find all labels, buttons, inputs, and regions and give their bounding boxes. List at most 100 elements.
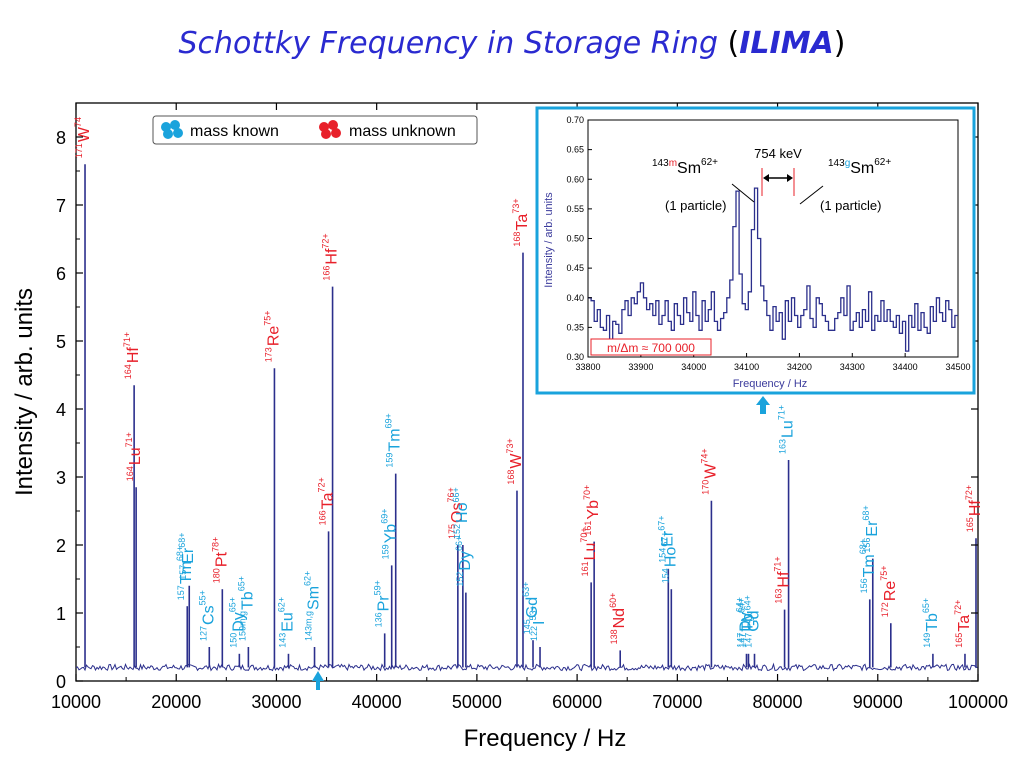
y-tick-label: 2 [56,536,66,556]
peak-label: 180Pt78+ [210,537,230,583]
peak-charge: 74 [73,117,83,127]
peak-element: Ta [320,492,337,509]
peak-charge: 72+ [321,233,331,248]
peak-charge: 65+ [236,576,246,591]
peak-charge: 72+ [317,477,327,492]
inset-spectrum [588,187,958,352]
main-peaks [84,164,977,668]
peak-mass-number: 165 [954,633,964,648]
peak-charge: 70+ [579,527,589,542]
peak-element: Ta [956,615,973,632]
peak-element: Lu [582,543,599,561]
peak-element: Re [265,326,282,347]
peak-element: Yb [585,500,602,520]
peak-charge: 60+ [608,593,618,608]
peak-element: Yb [383,524,400,544]
peak-mass-number: 172 [880,602,890,617]
x-axis-ticks: 10000 20000 30000 40000 50000 60000 70000 80000… [51,103,1008,712]
inset-x-tick-label: 34200 [787,362,812,372]
x-tick-label: 70000 [652,692,702,712]
peak-charge: 70+ [582,485,592,500]
peak-label: 164Lu71+ [124,432,144,481]
peak-charge: 63+ [521,582,531,597]
peak-mass-number: 147 [735,633,745,648]
inset-y-tick-label: 0.55 [566,204,584,214]
peak-element: Dy [737,612,754,632]
peak-mass-number: 165 [965,517,975,532]
peak-charge: 64+ [743,595,753,610]
peak-label: 172Re75+ [879,565,899,617]
peak-label: 161Lu70+ [579,527,599,576]
inset-x-tick-label: 34400 [893,362,918,372]
peak-charge: 68+ [177,532,187,547]
peak-label: 165Ta72+ [953,600,973,648]
legend: mass known mass unknown [152,115,478,145]
ground-pointer [799,185,824,205]
peak-element: Lu [127,447,144,465]
peak-element: Pt [213,551,230,567]
peak-element: Cs [200,605,217,625]
peak-mass-number: 156 [859,578,869,593]
inset-y-tick-label: 0.65 [566,145,584,155]
peak-mass-number: 168 [512,232,522,247]
peak-label: 163Lu71+ [777,405,797,454]
peak-charge: 62+ [276,597,286,612]
peak-label: 149Tb65+ [921,598,941,648]
resolution-label: m/Δm ≈ 700 000 [607,341,695,355]
peak-label: 152Ho66+ [451,487,471,539]
peak-charge: 64+ [736,598,746,613]
svg-text:143mSm62+: 143mSm62+ [652,157,718,177]
peak-charge: 53+ [528,605,538,620]
peak-charge: 67+ [656,515,666,530]
main-spectrum [75,662,978,672]
peak-charge: 68+ [858,539,868,554]
peak-element: Eu [279,612,296,632]
peak-mass-number: 154 [657,548,667,563]
peak-label: 147Dy64+ [734,597,754,648]
peak-label: 161Yb70+ [582,485,602,536]
inset-x-tick-label: 33900 [628,362,653,372]
isomer-mass-number: 143 [652,158,669,169]
legend-unknown-label: mass unknown [349,123,456,140]
peak-charge: 69+ [384,413,394,428]
peak-mass-number: 145 [522,619,532,634]
peak-mass-number: 138 [609,629,619,644]
peak-mass-number: 168 [506,470,516,485]
x-axis-label: Frequency / Hz [464,725,627,752]
peak-label: 157Tm68+ [175,546,195,600]
peak-label: 147 Gd64+ [743,595,763,648]
peak-mass-number: 159 [385,453,395,468]
peak-charge: 71+ [122,332,132,347]
inset-y-tick-label: 0.30 [566,352,584,362]
peak-charge: 68+ [175,546,185,561]
peak-element: Hf [324,248,341,265]
peak-element: Gd [524,597,541,618]
ground-element: Sm [850,160,874,177]
peak-mass-number: 175 [447,524,457,539]
peak-label: 138Nd60+ [608,593,628,645]
peak-element: Ho [454,502,471,523]
peak-mass-number: 164 [123,364,133,379]
x-tick-label: 20000 [151,692,201,712]
peak-element: Tm [178,561,195,584]
y-tick-label: 1 [56,604,66,624]
resolution-box [590,338,712,356]
x-tick-label: 90000 [853,692,903,712]
peak-element: Tm [861,554,878,577]
peak-label: 166Hf72+ [321,233,341,280]
inset-x-tick-label: 34100 [734,362,759,372]
peak-mass-number: 170 [700,480,710,495]
peak-charge: 69+ [380,509,390,524]
peak-charge: 71+ [777,405,787,420]
peak-mass-number: 166 [322,266,332,281]
peak-mass-number: 152 [452,524,462,539]
y-tick-label: 6 [56,264,66,284]
peak-charge: 73+ [505,438,515,453]
peak-label: 175Os76+ [446,487,466,539]
zoom-marker-arrow-icon [312,671,324,690]
peak-element: Tb [924,613,941,632]
peak-element: Er [659,530,676,547]
peak-charge: 65+ [227,597,237,612]
peak-charge: 65+ [921,598,931,613]
ground-peak-label: 143gSm62+ (1 particle) [799,157,891,213]
